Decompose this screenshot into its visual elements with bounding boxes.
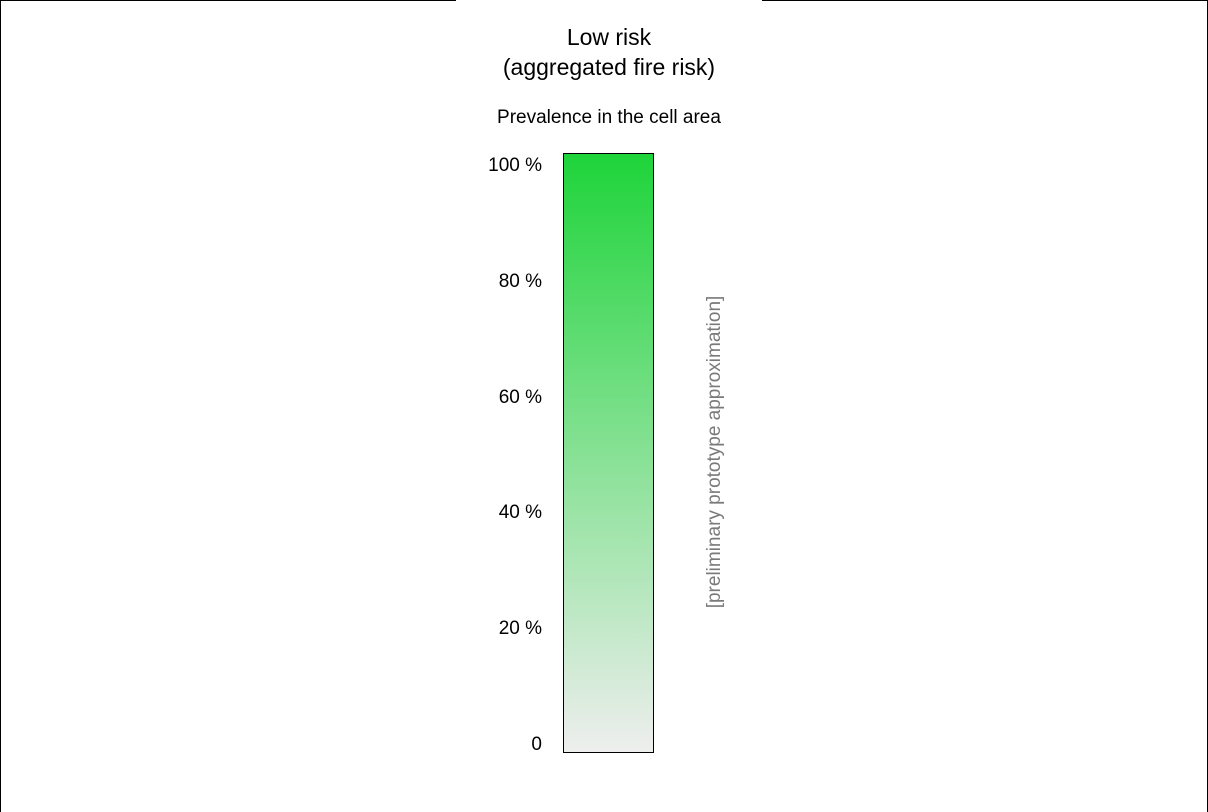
legend-title-line-2: (aggregated fire risk)	[502, 54, 716, 80]
frame-border-top-left	[0, 0, 456, 1]
legend-title: Low risk (aggregated fire risk)	[456, 22, 762, 82]
tick-label-0: 0	[531, 734, 542, 755]
tick-label-40: 40 %	[498, 502, 542, 524]
tick-label-60: 60 %	[498, 386, 542, 408]
color-gradient-bar	[563, 153, 654, 753]
legend-subtitle: Prevalence in the cell area	[497, 107, 721, 128]
frame-border-top-right	[762, 0, 1208, 1]
legend-title-line-1: Low risk	[566, 24, 652, 50]
tick-label-100: 100 %	[488, 155, 542, 176]
side-note-text: [preliminary prototype approximation]	[704, 295, 725, 609]
tick-label-20: 20 %	[498, 618, 542, 640]
tick-label-80: 80 %	[498, 270, 542, 292]
frame-border-left	[0, 0, 1, 812]
